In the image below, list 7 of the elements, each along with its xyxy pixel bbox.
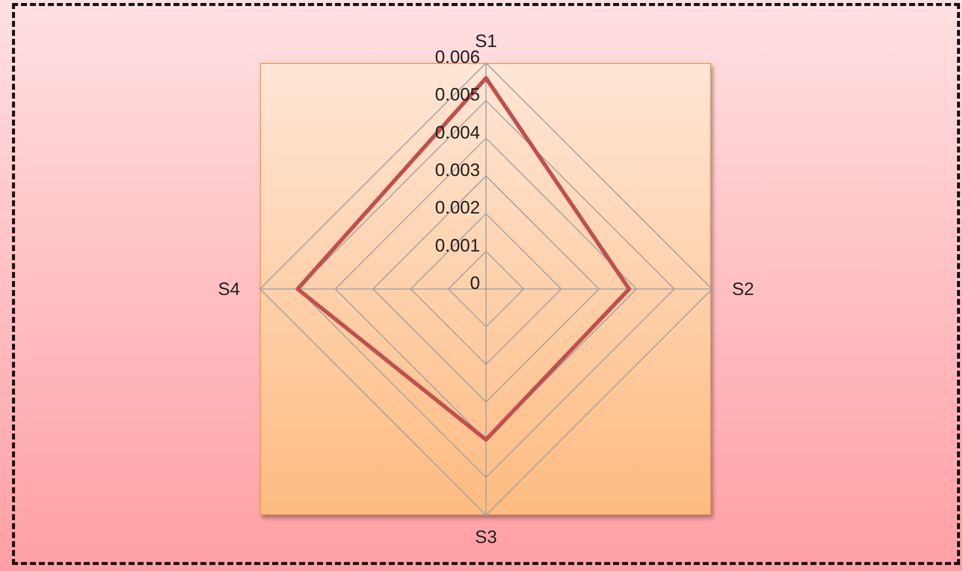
y-tick-label: 0 <box>470 273 480 293</box>
spoke-label: S3 <box>474 527 498 547</box>
y-tick-label: 0.003 <box>434 160 480 180</box>
y-tick-label: 0.001 <box>434 235 480 256</box>
spoke-label: S2 <box>732 279 754 299</box>
y-tick-label: 0.002 <box>434 198 480 218</box>
spoke-label: S4 <box>218 279 240 299</box>
